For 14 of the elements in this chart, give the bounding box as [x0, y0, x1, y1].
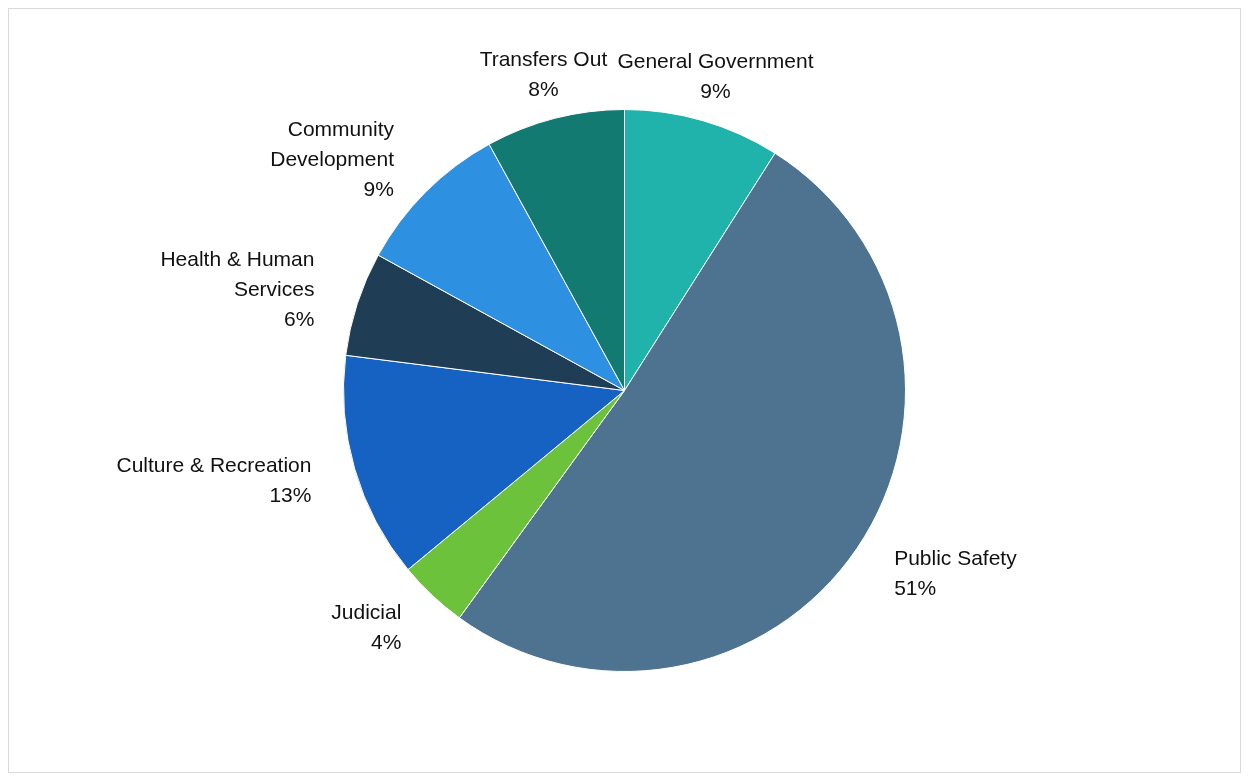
slice-label: Judicial [331, 599, 402, 623]
slice-label: Culture & Recreation [116, 453, 312, 477]
data-label: 9% [363, 176, 394, 200]
data-label: 8% [528, 76, 559, 100]
slice-label: Community Development [270, 116, 395, 170]
slice-label: Transfers Out [479, 46, 608, 70]
slice-label: Health & Human Services [160, 246, 315, 300]
data-label: 4% [370, 629, 402, 653]
slice-label: Public Safety [894, 545, 1018, 569]
data-label: 51% [894, 575, 937, 599]
data-label: 6% [284, 306, 315, 330]
data-label: 13% [269, 483, 312, 507]
data-label: 9% [700, 79, 731, 103]
slice-label: General Government [617, 49, 814, 73]
